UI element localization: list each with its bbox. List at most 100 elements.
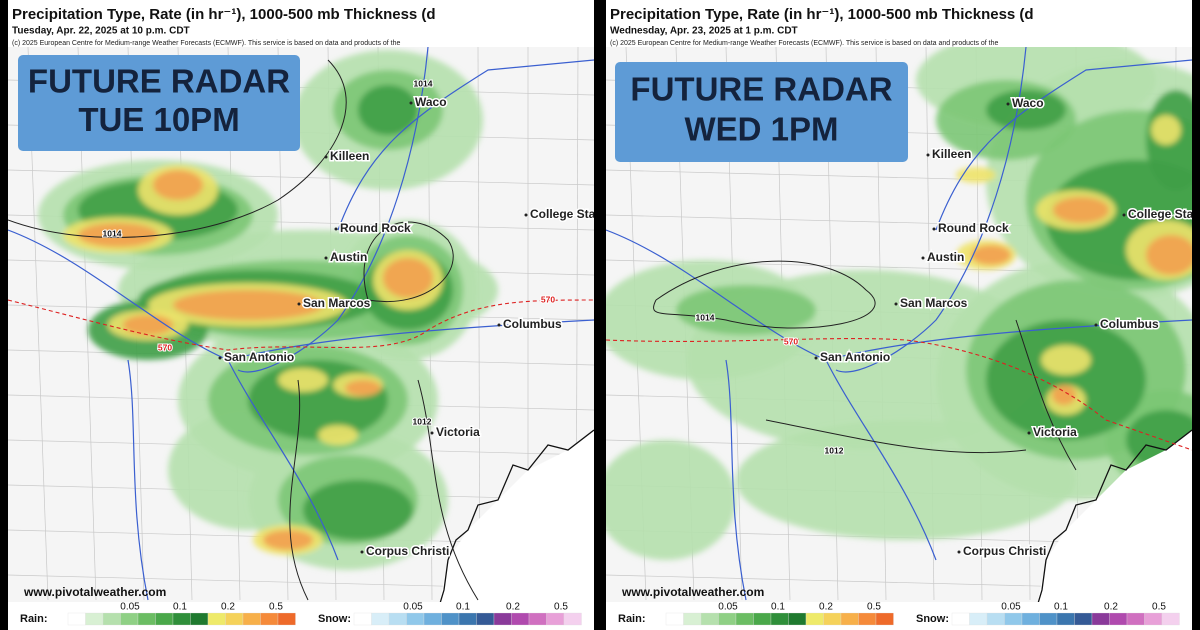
coastline (1037, 429, 1192, 602)
city-label: Austin (330, 250, 367, 264)
radar-echo (606, 440, 736, 560)
legend-swatch (190, 612, 209, 626)
badge-text: FUTURE RADAR (630, 71, 892, 108)
radar-echo (123, 315, 173, 335)
city-label: College Station (530, 207, 617, 221)
legend-swatch (986, 612, 1005, 626)
city-label: Corpus Christi (963, 544, 1046, 558)
contour-label: 1012 (825, 445, 844, 455)
radar-echo (153, 170, 203, 200)
contour-label: 1014 (414, 78, 433, 88)
legend-tick: 0.5 (1152, 602, 1166, 613)
legend-swatch (528, 612, 547, 626)
radar-echo (1151, 115, 1181, 145)
legend-swatch (1144, 612, 1163, 626)
city-label: Waco (1012, 96, 1044, 110)
legend-swatch (735, 612, 754, 626)
legend-swatch (665, 612, 684, 626)
contour-label: 1014 (103, 228, 122, 238)
header-copyright: (c) 2025 European Centre for Medium-rang… (610, 40, 999, 47)
city-label: San Antonio (224, 350, 294, 364)
legend-swatch (1039, 612, 1058, 626)
radar-echo (1052, 385, 1076, 405)
legend-swatch (85, 612, 104, 626)
radar-echo (345, 380, 381, 396)
legend-swatch (102, 612, 121, 626)
city-marker (932, 227, 936, 231)
city-marker (409, 101, 413, 105)
highway (606, 229, 1192, 361)
badge-text: TUE 10PM (78, 101, 239, 138)
legend-label: Rain: (20, 613, 48, 625)
isobar (653, 260, 876, 329)
highway (725, 359, 747, 601)
badge (615, 62, 908, 162)
website: www.pivotalweather.com (621, 585, 764, 599)
highway (337, 59, 594, 231)
isobar (8, 59, 347, 238)
city-label: Killeen (330, 149, 369, 163)
city-label: College Station (1128, 207, 1200, 221)
map-area (606, 47, 1192, 602)
coastline (439, 429, 594, 602)
contour-label: 1014 (696, 312, 715, 322)
city-marker (524, 213, 528, 217)
header-valid-time: Tuesday, Apr. 22, 2025 at 10 p.m. CDT (12, 26, 190, 37)
header-background (8, 0, 594, 38)
isobar (765, 419, 1027, 454)
legend-swatch (1091, 612, 1110, 626)
legend-tick: 0.5 (269, 602, 283, 613)
isobar (363, 221, 454, 302)
legend-tick: 0.1 (771, 602, 785, 613)
city-label: Round Rock (340, 221, 411, 235)
radar-echo (1146, 235, 1192, 275)
isobar (417, 379, 479, 601)
header-title: Precipitation Type, Rate (in hr⁻¹), 1000… (12, 6, 436, 23)
legend-tick: 0.2 (506, 602, 520, 613)
legend-swatch (207, 612, 226, 626)
badge (18, 55, 300, 151)
legend-tick: 0.5 (554, 602, 568, 613)
legend-tick: 0.05 (1001, 602, 1021, 613)
legend-swatch (753, 612, 772, 626)
legend-swatch (1074, 612, 1093, 626)
radar-echoes (606, 47, 1192, 560)
contour-label: 570 (158, 342, 172, 352)
legend-label: Rain: (618, 613, 646, 625)
legend-swatch (1161, 612, 1180, 626)
legend-swatch (67, 612, 86, 626)
badge-text: FUTURE RADAR (28, 63, 290, 100)
radar-echo (173, 290, 323, 320)
radar-echo (1053, 197, 1109, 223)
header-title: Precipitation Type, Rate (in hr⁻¹), 1000… (610, 6, 1034, 23)
thickness-line (606, 338, 1192, 451)
legend-swatch (683, 612, 702, 626)
website: www.pivotalweather.com (23, 585, 166, 599)
city-marker (957, 550, 961, 554)
radar-echo (736, 420, 1076, 540)
radar-echo (956, 167, 996, 183)
legend-swatch (260, 612, 279, 626)
highway (227, 359, 339, 561)
city-label: Corpus Christi (366, 544, 449, 558)
legend-swatch (969, 612, 988, 626)
legend-swatch (242, 612, 261, 626)
map-panel: Precipitation Type, Rate (in hr⁻¹), 1000… (8, 0, 617, 630)
legend-swatch (1021, 612, 1040, 626)
legend-tick: 0.1 (1054, 602, 1068, 613)
thickness-line (8, 299, 594, 351)
radar-echo (1041, 345, 1091, 375)
map-panel: Precipitation Type, Rate (in hr⁻¹), 1000… (606, 0, 1200, 630)
legend-swatch (441, 612, 460, 626)
legend-swatch (1126, 612, 1145, 626)
legend-swatch (951, 612, 970, 626)
city-label: Victoria (436, 425, 480, 439)
header-valid-time: Wednesday, Apr. 23, 2025 at 1 p.m. CDT (610, 26, 798, 37)
legend-swatch (805, 612, 824, 626)
legend-label: Snow: (318, 613, 351, 625)
radar-echo (78, 223, 158, 247)
legend-swatch (700, 612, 719, 626)
city-label: Round Rock (938, 221, 1009, 235)
radar-echoes (38, 50, 498, 570)
legend-swatch (1004, 612, 1023, 626)
